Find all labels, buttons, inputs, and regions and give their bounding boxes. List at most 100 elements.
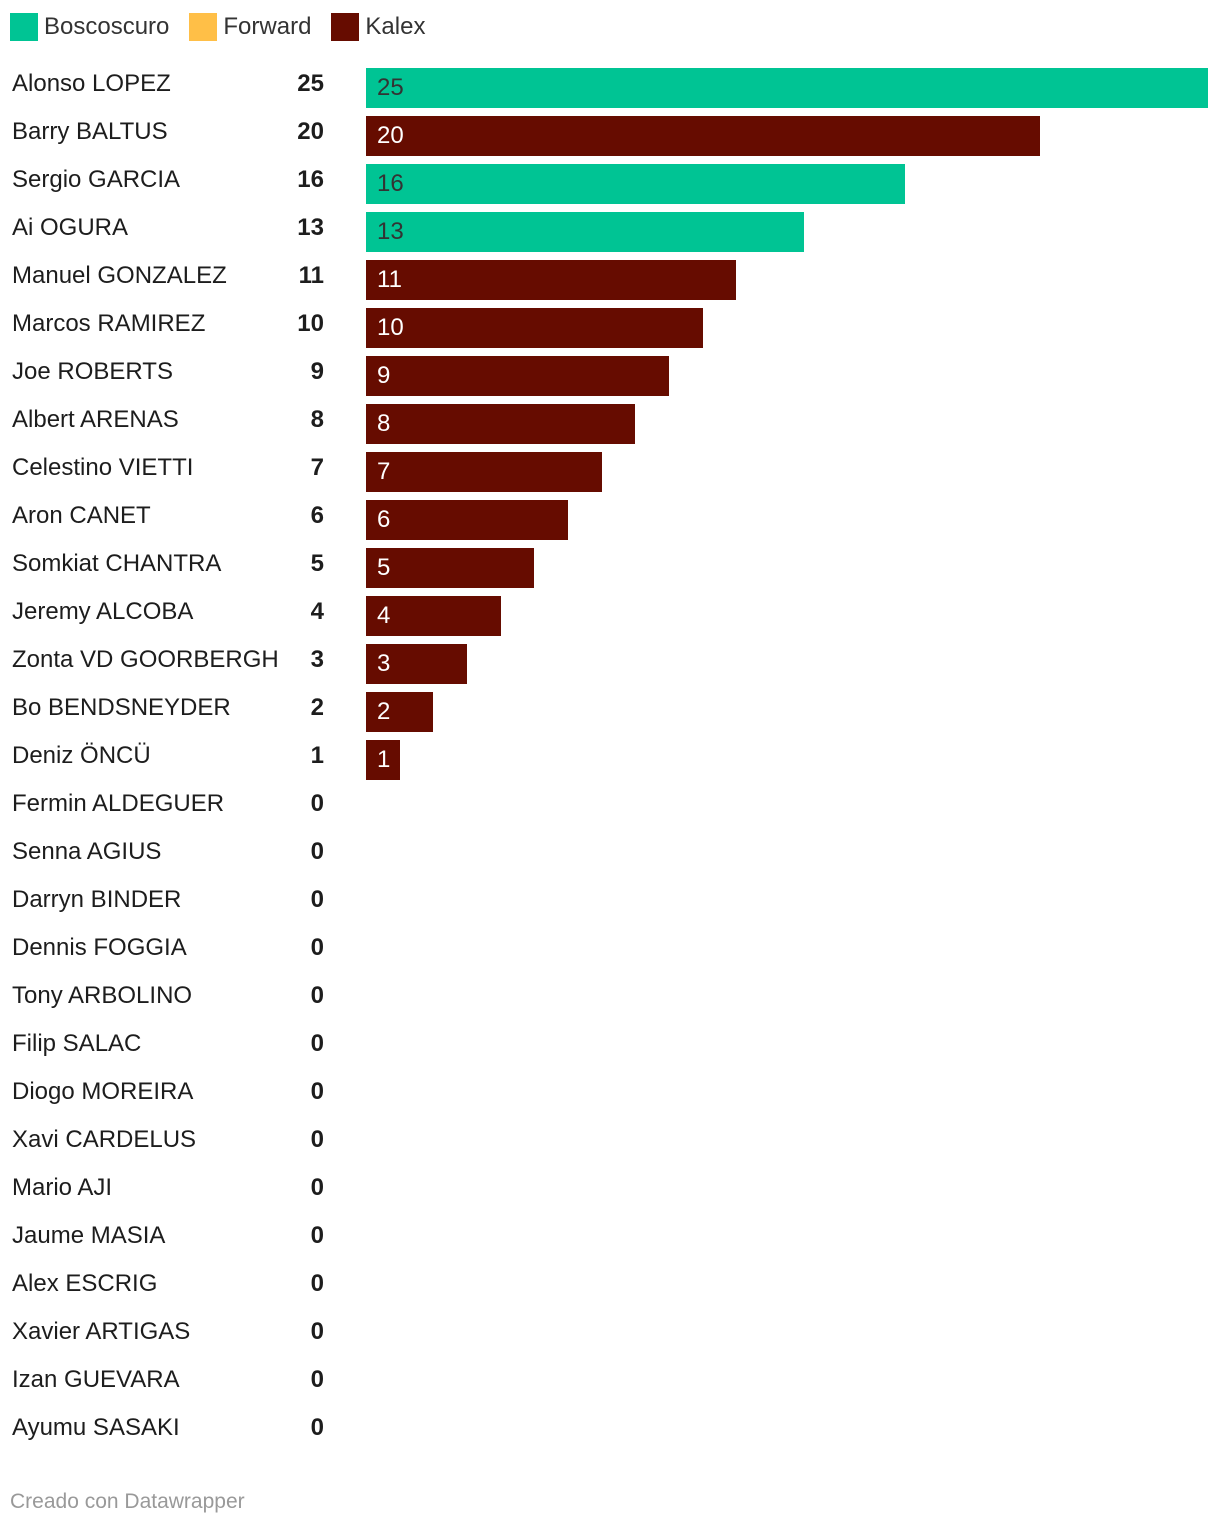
legend-label: Forward [223, 13, 312, 40]
legend-item-boscoscuro: Boscoscuro [10, 13, 169, 41]
bar: 10 [366, 308, 703, 348]
points-value: 0 [310, 1126, 324, 1153]
table-row: Mario AJI 0 [0, 1168, 1220, 1208]
rider-name: Senna AGIUS [12, 838, 162, 865]
bar-data-label: 10 [377, 314, 404, 341]
rider-name: Ayumu SASAKI [12, 1414, 180, 1441]
legend-label: Kalex [365, 13, 426, 40]
points-value: 0 [310, 1030, 324, 1057]
table-row: Filip SALAC 0 [0, 1024, 1220, 1064]
table-row: Marcos RAMIREZ 10 10 [0, 304, 1220, 348]
bar: 8 [366, 404, 635, 444]
bar: 4 [366, 596, 501, 636]
bar-data-label: 7 [377, 458, 391, 485]
rider-name: Barry BALTUS [12, 118, 168, 145]
points-value: 0 [310, 886, 324, 913]
bar-data-label: 3 [377, 650, 391, 677]
rider-name: Marcos RAMIREZ [12, 310, 206, 337]
bar-data-label: 6 [377, 506, 391, 533]
rider-name: Alex ESCRIG [12, 1270, 158, 1297]
rider-name: Ai OGURA [12, 214, 129, 241]
points-value: 0 [310, 934, 324, 961]
bar: 6 [366, 500, 568, 540]
points-value: 0 [310, 982, 324, 1009]
table-row: Celestino VIETTI 7 7 [0, 448, 1220, 492]
table-row: Diogo MOREIRA 0 [0, 1072, 1220, 1112]
rider-name: Jaume MASIA [12, 1222, 166, 1249]
rider-name: Diogo MOREIRA [12, 1078, 194, 1105]
points-value: 0 [310, 838, 324, 865]
table-row: Xavi CARDELUS 0 [0, 1120, 1220, 1160]
bar: 7 [366, 452, 602, 492]
bar: 13 [366, 212, 804, 252]
legend-item-forward: Forward [189, 13, 311, 41]
rider-name: Izan GUEVARA [12, 1366, 180, 1393]
chart-legend: Boscoscuro Forward Kalex [10, 12, 445, 42]
bar: 2 [366, 692, 433, 732]
bar: 9 [366, 356, 669, 396]
credit-footer: Creado con Datawrapper [10, 1490, 245, 1513]
points-value: 1 [310, 742, 324, 769]
table-row: Bo BENDSNEYDER 2 2 [0, 688, 1220, 732]
points-value: 5 [310, 550, 324, 577]
bar: 5 [366, 548, 534, 588]
rider-name: Fermin ALDEGUER [12, 790, 225, 817]
bar-data-label: 16 [377, 170, 404, 197]
points-value: 0 [310, 790, 324, 817]
rider-name: Bo BENDSNEYDER [12, 694, 231, 721]
rider-name: Darryn BINDER [12, 886, 182, 913]
points-value: 13 [297, 214, 324, 241]
points-value: 0 [310, 1318, 324, 1345]
bar-data-label: 8 [377, 410, 391, 437]
rider-name: Albert ARENAS [12, 406, 179, 433]
table-row: Joe ROBERTS 9 9 [0, 352, 1220, 396]
table-row: Ai OGURA 13 13 [0, 208, 1220, 252]
table-row: Tony ARBOLINO 0 [0, 976, 1220, 1016]
points-value: 20 [297, 118, 324, 145]
table-row: Albert ARENAS 8 8 [0, 400, 1220, 444]
points-value: 11 [298, 262, 324, 289]
rider-name: Tony ARBOLINO [12, 982, 193, 1009]
table-row: Ayumu SASAKI 0 [0, 1408, 1220, 1448]
rider-name: Xavi CARDELUS [12, 1126, 197, 1153]
rider-name: Manuel GONZALEZ [12, 262, 227, 289]
rider-name: Somkiat CHANTRA [12, 550, 222, 577]
legend-swatch [10, 13, 38, 41]
bar: 11 [366, 260, 736, 300]
bar: 25 [366, 68, 1208, 108]
bar-data-label: 4 [377, 602, 391, 629]
legend-swatch [331, 13, 360, 41]
points-value: 0 [310, 1270, 324, 1297]
bar: 3 [366, 644, 467, 684]
rider-name: Alonso LOPEZ [12, 70, 171, 97]
points-value: 7 [310, 454, 324, 481]
points-value: 3 [310, 646, 324, 673]
points-value: 10 [297, 310, 324, 337]
table-row: Jaume MASIA 0 [0, 1216, 1220, 1256]
rider-name: Xavier ARTIGAS [12, 1318, 191, 1345]
points-value: 9 [310, 358, 324, 385]
bar-data-label: 25 [377, 74, 404, 101]
legend-label: Boscoscuro [44, 13, 170, 40]
table-row: Aron CANET 6 6 [0, 496, 1220, 540]
points-value: 0 [310, 1414, 324, 1441]
points-value: 4 [310, 598, 324, 625]
table-row: Senna AGIUS 0 [0, 832, 1220, 872]
points-value: 0 [310, 1222, 324, 1249]
rider-name: Mario AJI [12, 1174, 113, 1201]
table-row: Xavier ARTIGAS 0 [0, 1312, 1220, 1352]
table-row: Alonso LOPEZ 25 25 [0, 64, 1220, 108]
table-row: Jeremy ALCOBA 4 4 [0, 592, 1220, 636]
bar-data-label: 1 [377, 746, 391, 773]
bar-data-label: 11 [377, 266, 402, 293]
points-value: 6 [310, 502, 324, 529]
table-row: Darryn BINDER 0 [0, 880, 1220, 920]
rider-name: Aron CANET [12, 502, 151, 529]
table-row: Manuel GONZALEZ 11 11 [0, 256, 1220, 300]
points-value: 0 [310, 1078, 324, 1105]
rider-name: Zonta VD GOORBERGH [12, 646, 279, 673]
rider-name: Celestino VIETTI [12, 454, 194, 481]
points-value: 25 [297, 70, 324, 97]
table-row: Barry BALTUS 20 20 [0, 112, 1220, 156]
points-value: 16 [297, 166, 324, 193]
